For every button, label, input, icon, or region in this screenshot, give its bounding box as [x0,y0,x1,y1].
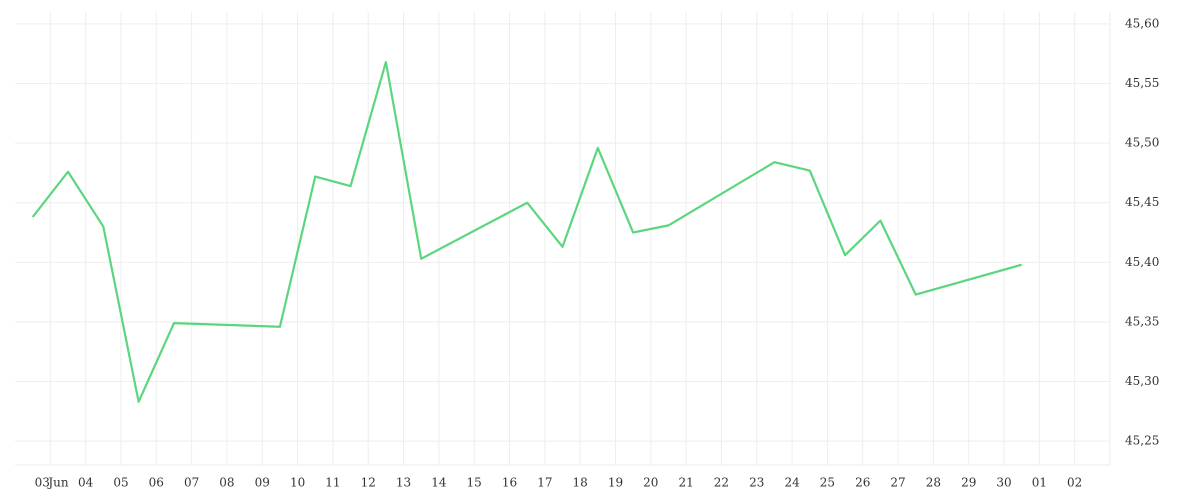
x-tick-label: 04 [78,476,94,490]
x-tick-label: 07 [184,476,199,490]
y-tick-label: 45,45 [1125,195,1159,209]
y-tick-label: 45,50 [1125,136,1159,150]
y-tick-label: 45,40 [1125,255,1159,269]
x-tick-label: 26 [855,476,870,490]
y-tick-label: 45,30 [1125,374,1159,388]
x-tick-label: 01 [1032,476,1047,490]
x-tick-label: 14 [431,476,447,490]
x-tick-label: 28 [926,476,941,490]
x-tick-label: 09 [255,476,270,490]
y-tick-label: 45,55 [1125,76,1159,90]
x-tick-label: 02 [1067,476,1082,490]
x-tick-label: 08 [219,476,234,490]
x-tick-label: 11 [325,476,340,490]
x-tick-label: 12 [361,476,376,490]
x-tick-label: 23 [749,476,764,490]
x-tick-label: 29 [961,476,976,490]
x-tick-label: 16 [502,476,517,490]
x-tick-label: 17 [537,476,552,490]
y-tick-label: 45,25 [1125,434,1159,448]
line-series [31,60,1022,403]
x-tick-label: 25 [820,476,835,490]
x-tick-label: 05 [113,476,128,490]
x-tick-label: 15 [467,476,482,490]
x-tick-label: 18 [573,476,588,490]
x-tick-label: 06 [149,476,164,490]
y-tick-label: 45,35 [1125,314,1159,328]
x-tick-label: 20 [643,476,658,490]
x-tick-label: 30 [996,476,1011,490]
x-month-label: Jun [46,476,69,490]
y-tick-label: 45,60 [1125,16,1159,30]
x-tick-label: 10 [290,476,305,490]
x-tick-label: 13 [396,476,411,490]
x-tick-label: 03 [35,476,50,490]
x-tick-label: 19 [608,476,623,490]
x-tick-label: 27 [890,476,905,490]
x-tick-label: 22 [714,476,729,490]
x-tick-label: 24 [784,476,800,490]
x-tick-label: 21 [678,476,693,490]
